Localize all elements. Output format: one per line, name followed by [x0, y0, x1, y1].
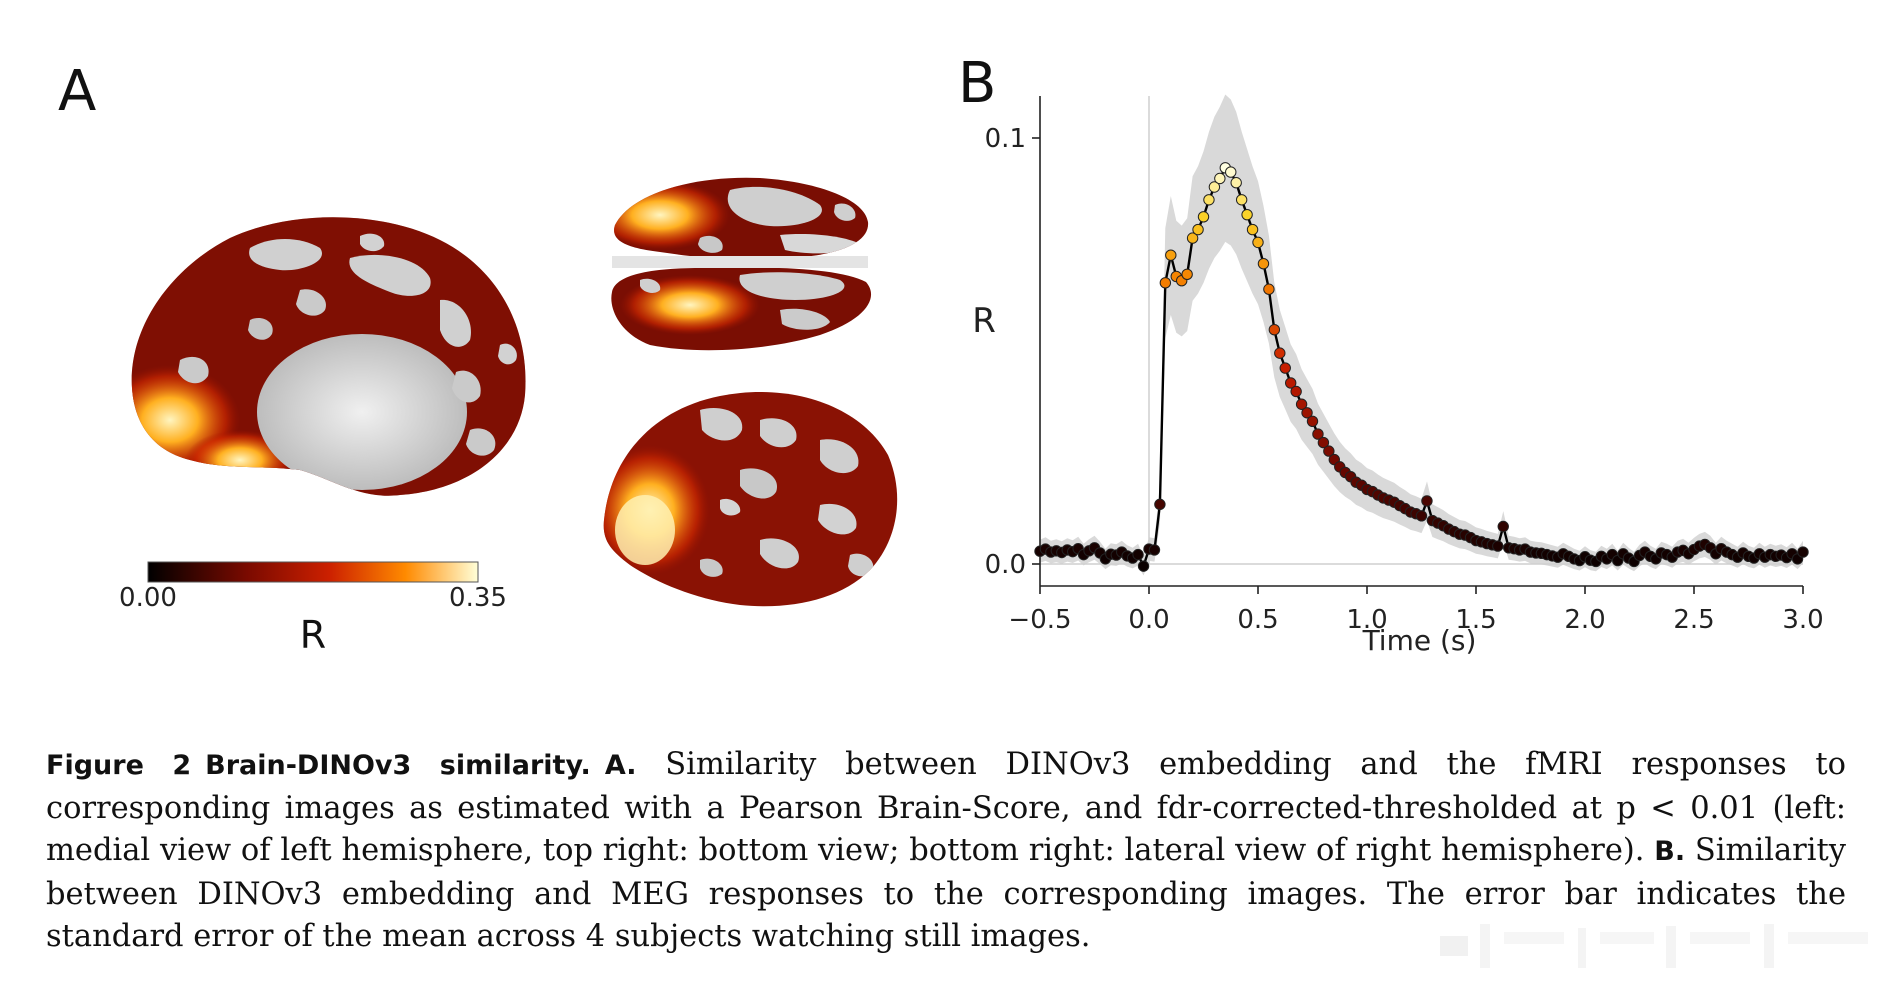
- x-tick-label: 3.0: [1782, 605, 1823, 635]
- data-point: [1257, 257, 1270, 270]
- x-tick-label: 2.0: [1564, 605, 1605, 635]
- data-point: [1497, 520, 1509, 533]
- data-point: [1137, 560, 1150, 572]
- data-point: [1208, 181, 1221, 193]
- panel-a-label: A: [58, 59, 97, 124]
- data-point: [1285, 377, 1297, 389]
- medial-view: [131, 217, 526, 496]
- lateral-view: [603, 391, 898, 607]
- data-point: [1290, 385, 1302, 398]
- data-point: [1421, 495, 1433, 507]
- chart-axes: −0.5 0.0 0.5 1.0 1.5 2.0 2.5 3.0 0.0 0.1: [985, 96, 1824, 635]
- colorbar-title: R: [300, 613, 326, 657]
- x-axis-label: Time (s): [1362, 624, 1477, 657]
- data-point: [1246, 223, 1259, 236]
- data-point: [1797, 546, 1809, 558]
- x-tick-label: 1.5: [1455, 605, 1496, 635]
- x-tick-label: 1.0: [1346, 605, 1387, 635]
- caption-b-label: B.: [1654, 836, 1686, 867]
- data-point: [1274, 347, 1286, 359]
- data-point: [1165, 249, 1177, 261]
- sem-band-area: [1040, 94, 1803, 576]
- colorbar-min-label: 0.00: [119, 583, 177, 613]
- figure-label: Figure 2: [46, 750, 192, 781]
- data-point: [1323, 445, 1335, 457]
- data-point: [1317, 436, 1330, 449]
- data-point: [1214, 172, 1226, 185]
- data-point: [1492, 540, 1504, 552]
- data-point: [1268, 324, 1281, 336]
- caption-b-text: Similarity between DINOv3 embedding and …: [46, 833, 1846, 954]
- y-axis-label: R: [972, 301, 996, 341]
- data-point: [1230, 177, 1242, 189]
- y-tick-label: 0.1: [985, 124, 1026, 154]
- colorbar: [147, 561, 479, 583]
- data-point: [1159, 277, 1172, 289]
- caption-a-text: Similarity between DINOv3 embedding and …: [46, 747, 1847, 868]
- x-tick-label: 0.0: [1128, 605, 1169, 635]
- data-point: [1154, 498, 1166, 511]
- data-point: [1132, 548, 1144, 561]
- data-point: [1225, 166, 1237, 178]
- data-point: [1301, 407, 1313, 419]
- x-tick-label: 0.5: [1237, 605, 1278, 635]
- data-point: [1192, 223, 1204, 236]
- hemisphere-gap: [612, 256, 868, 268]
- data-point: [1186, 232, 1199, 244]
- data-point: [1203, 194, 1215, 206]
- data-point: [1197, 211, 1210, 223]
- caption-a-label: A.: [604, 750, 637, 781]
- x-tick-label: −0.5: [1008, 605, 1071, 635]
- data-point: [1148, 544, 1161, 556]
- data-point: [1306, 415, 1319, 427]
- figure-caption: Figure 2 Brain-DINOv3 similarity. A. Simil…: [46, 744, 1846, 959]
- data-point: [1181, 268, 1193, 281]
- watermark-bars: [1440, 924, 1868, 968]
- series-points: [1034, 162, 1809, 572]
- data-point: [1295, 398, 1308, 410]
- figure-title: Brain-DINOv3 similarity.: [205, 750, 591, 781]
- data-point: [1263, 283, 1275, 295]
- x-tick-label: 2.5: [1673, 605, 1714, 635]
- data-point: [1235, 194, 1248, 206]
- colorbar-max-label: 0.35: [449, 583, 507, 613]
- data-point: [1312, 428, 1324, 440]
- data-point: [1415, 510, 1428, 522]
- panel-b-label: B: [958, 51, 997, 116]
- sem-band: [1040, 94, 1803, 576]
- data-point: [1252, 236, 1264, 249]
- data-point: [1241, 208, 1253, 221]
- y-tick-label: 0.0: [985, 550, 1026, 580]
- data-point: [1279, 362, 1291, 374]
